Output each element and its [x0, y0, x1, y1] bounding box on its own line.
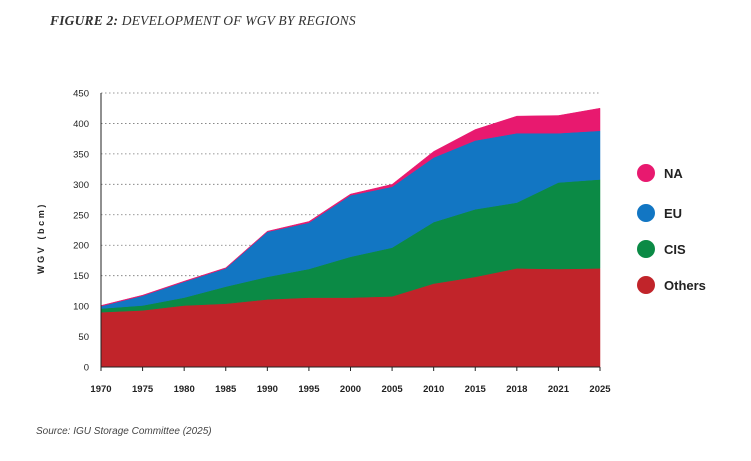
source-note: Source: IGU Storage Committee (2025) — [36, 426, 212, 437]
legend-item-cis: CIS — [637, 240, 686, 258]
x-tick-label: 1975 — [132, 384, 154, 395]
x-tick-label: 2025 — [589, 384, 611, 395]
x-tick-label: 1990 — [257, 384, 278, 395]
legend-label: EU — [664, 205, 683, 221]
stacked-areas — [100, 107, 601, 368]
y-tick-label: 300 — [73, 180, 89, 191]
x-tick-label: 2005 — [382, 384, 404, 395]
y-tick-label: 350 — [73, 149, 89, 160]
y-tick-label: 250 — [73, 210, 89, 221]
area-na — [100, 107, 601, 307]
x-tick-label: 1970 — [90, 384, 111, 395]
legend-item-others: Others — [637, 276, 706, 294]
figure-title: FIGURE 2: DEVELOPMENT OF WGV BY REGIONS — [50, 13, 356, 29]
figure-number: FIGURE 2: — [50, 13, 119, 28]
x-tick-label: 2010 — [423, 384, 444, 395]
y-tick-label: 450 — [73, 89, 89, 100]
legend-swatch — [637, 204, 655, 222]
y-tick-label: 100 — [73, 302, 89, 313]
y-tick-label: 200 — [73, 241, 89, 252]
legend-item-na: NA — [637, 164, 683, 182]
legend-swatch — [637, 240, 655, 258]
y-tick-label: 50 — [78, 332, 89, 343]
x-tick-label: 1995 — [298, 384, 320, 395]
legend-label: NA — [664, 165, 683, 181]
y-tick-label: 400 — [73, 119, 89, 130]
axes — [100, 93, 601, 371]
y-axis-label: WGV (bcm) — [36, 202, 46, 274]
legend-swatch — [637, 276, 655, 294]
x-tick-labels: 1970 1975 1980 1985 1990 1995 2000 2005 2010 2015… — [90, 384, 611, 395]
y-tick-label: 0 — [84, 363, 89, 374]
legend-label: Others — [664, 277, 706, 293]
legend-item-eu: EU — [637, 204, 682, 222]
legend-label: CIS — [664, 241, 686, 257]
x-tick-label: 2015 — [465, 384, 487, 395]
legend-swatch — [637, 164, 655, 182]
y-tick-label: 150 — [73, 271, 89, 282]
x-tick-label: 1985 — [215, 384, 237, 395]
x-tick-label: 2018 — [506, 384, 527, 395]
x-tick-label: 2000 — [340, 384, 361, 395]
figure-caption: DEVELOPMENT OF WGV BY REGIONS — [121, 13, 356, 28]
x-tick-label: 2021 — [548, 384, 570, 395]
x-tick-label: 1980 — [174, 384, 195, 395]
y-tick-labels: 0 50 100 150 200 250 300 350 400 450 — [73, 89, 89, 374]
